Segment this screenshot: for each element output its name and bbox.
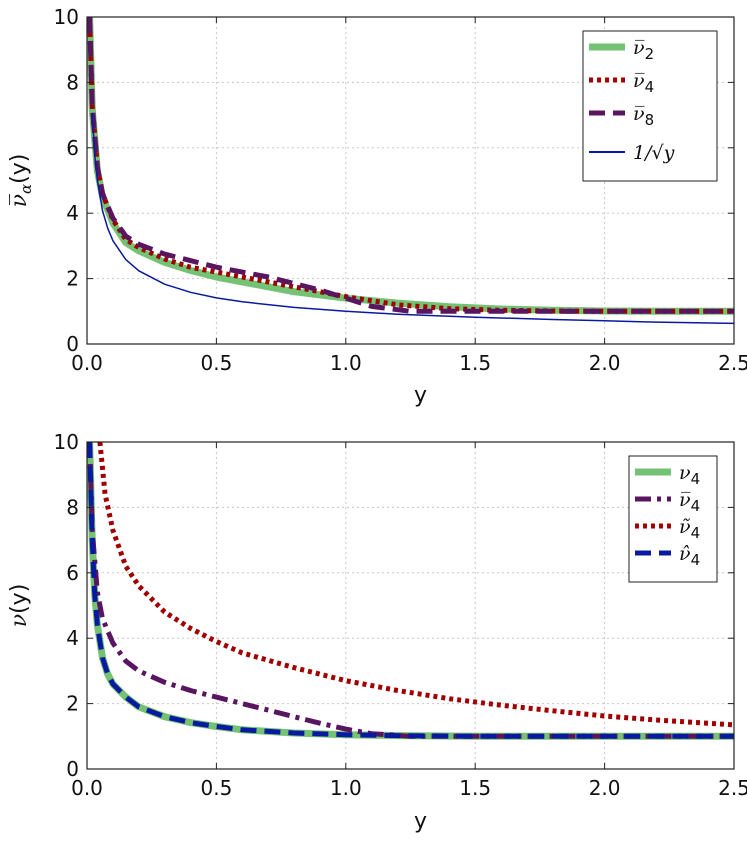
y-tick-label: 0 xyxy=(66,757,79,781)
plot-frame xyxy=(86,441,735,770)
top-chart-panel: 0.0 0.5 1.0 1.5 2.0 2.50246810yν̅α(y)ν̅2ν̅4ν̅… xyxy=(7,5,747,408)
y-axis-label-symbol: ν̅ xyxy=(7,194,32,207)
x-tick-label: 1.0 xyxy=(330,351,362,375)
legend: ν̅2ν̅4ν̅81/√y xyxy=(582,30,718,182)
legend-label-symbol: ν̅ xyxy=(633,37,645,59)
legend-label-subscript: 4 xyxy=(691,551,701,569)
legend-label-0: ν4 xyxy=(679,462,700,488)
y-tick-label: 10 xyxy=(54,430,79,454)
series-group xyxy=(87,17,734,325)
axis-ticks: 0.0 0.5 1.0 1.5 2.0 2.5 0 2 4 6 8 10 xyxy=(54,5,747,375)
x-tick-label: 0.0 xyxy=(71,351,103,375)
axis-ticks: 0.0 0.5 1.0 1.5 2.0 2.5 0 2 4 6 8 10 xyxy=(54,430,747,800)
y-tick-label: 10 xyxy=(54,5,79,29)
x-tick-label: 2.5 xyxy=(718,776,747,800)
y-tick-label: 4 xyxy=(66,201,79,225)
y-axis-label-argument: (y) xyxy=(7,154,32,184)
legend-label-symbol: ν̅ xyxy=(633,70,645,92)
x-tick-label: 0.5 xyxy=(200,351,232,375)
x-tick-label: 2.0 xyxy=(589,351,621,375)
series-line-3 xyxy=(87,442,734,739)
y-axis-label-subscript: α xyxy=(17,184,35,194)
series-line-1 xyxy=(87,442,734,739)
y-axis-label: ν(y) xyxy=(7,584,32,628)
legend-label-2: ν̅8 xyxy=(633,103,654,129)
bottom-chart-panel: 0.0 0.5 1.0 1.5 2.0 2.50246810yν(y)ν4ν̅4ν̃4ν̂… xyxy=(7,430,747,834)
legend-label-subscript: 4 xyxy=(691,524,701,542)
legend-box xyxy=(628,455,718,583)
legend-label-subscript: 4 xyxy=(691,470,701,488)
y-axis-label-symbol: ν xyxy=(7,614,32,627)
y-tick-label: 2 xyxy=(66,267,79,291)
legend-label-subscript: 4 xyxy=(645,78,655,96)
x-tick-label: 2.5 xyxy=(718,351,747,375)
y-axis-label: ν̅α(y) xyxy=(7,154,35,208)
series-group xyxy=(87,442,734,740)
series-line-3 xyxy=(91,112,734,325)
legend-label-symbol: ν xyxy=(679,462,691,484)
legend-label-symbol: 1/√y xyxy=(633,142,675,164)
legend-label-2: ν̃4 xyxy=(679,516,700,542)
legend-box xyxy=(582,30,718,182)
x-tick-label: 2.0 xyxy=(589,776,621,800)
legend-label-1: ν̅4 xyxy=(633,70,654,96)
legend-label-0: ν̅2 xyxy=(633,37,654,63)
legend-label-subscript: 8 xyxy=(645,111,655,129)
legend-label-symbol: ν̅ xyxy=(679,489,691,511)
y-tick-label: 4 xyxy=(66,626,79,650)
legend-label-3: 1/√y xyxy=(633,142,675,164)
plot-frame xyxy=(86,16,735,345)
x-axis-label: y xyxy=(414,809,427,834)
x-tick-label: 1.0 xyxy=(330,776,362,800)
x-axis-label: y xyxy=(414,383,427,408)
x-tick-label: 1.5 xyxy=(459,351,491,375)
y-tick-label: 8 xyxy=(66,70,79,94)
legend-label-symbol: ν̅ xyxy=(633,103,645,125)
legend-label-symbol: ν̂ xyxy=(679,543,691,565)
legend-label-symbol: ν̃ xyxy=(679,516,691,538)
series-line-2 xyxy=(87,17,734,314)
legend-label-1: ν̅4 xyxy=(679,489,700,515)
y-tick-label: 8 xyxy=(66,495,79,519)
legend: ν4ν̅4ν̃4ν̂4 xyxy=(628,455,718,583)
y-tick-label: 6 xyxy=(66,136,79,160)
y-tick-label: 0 xyxy=(66,332,79,356)
legend-label-subscript: 2 xyxy=(645,45,655,63)
x-tick-label: 0.5 xyxy=(200,776,232,800)
y-tick-label: 6 xyxy=(66,561,79,585)
x-tick-label: 0.0 xyxy=(71,776,103,800)
y-axis-label-argument: (y) xyxy=(7,584,32,614)
legend-label-3: ν̂4 xyxy=(679,543,700,569)
x-tick-label: 1.5 xyxy=(459,776,491,800)
series-line-2 xyxy=(97,442,734,728)
y-tick-label: 2 xyxy=(66,692,79,716)
legend-label-subscript: 4 xyxy=(691,497,701,515)
